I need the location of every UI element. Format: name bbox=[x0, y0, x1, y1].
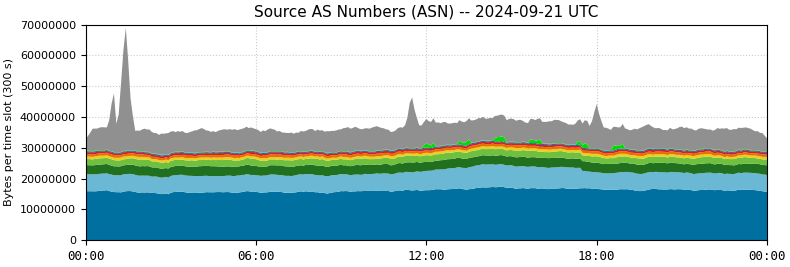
Y-axis label: Bytes per time slot (300 s): Bytes per time slot (300 s) bbox=[4, 58, 14, 206]
Title: Source AS Numbers (ASN) -- 2024-09-21 UTC: Source AS Numbers (ASN) -- 2024-09-21 UT… bbox=[254, 4, 599, 19]
